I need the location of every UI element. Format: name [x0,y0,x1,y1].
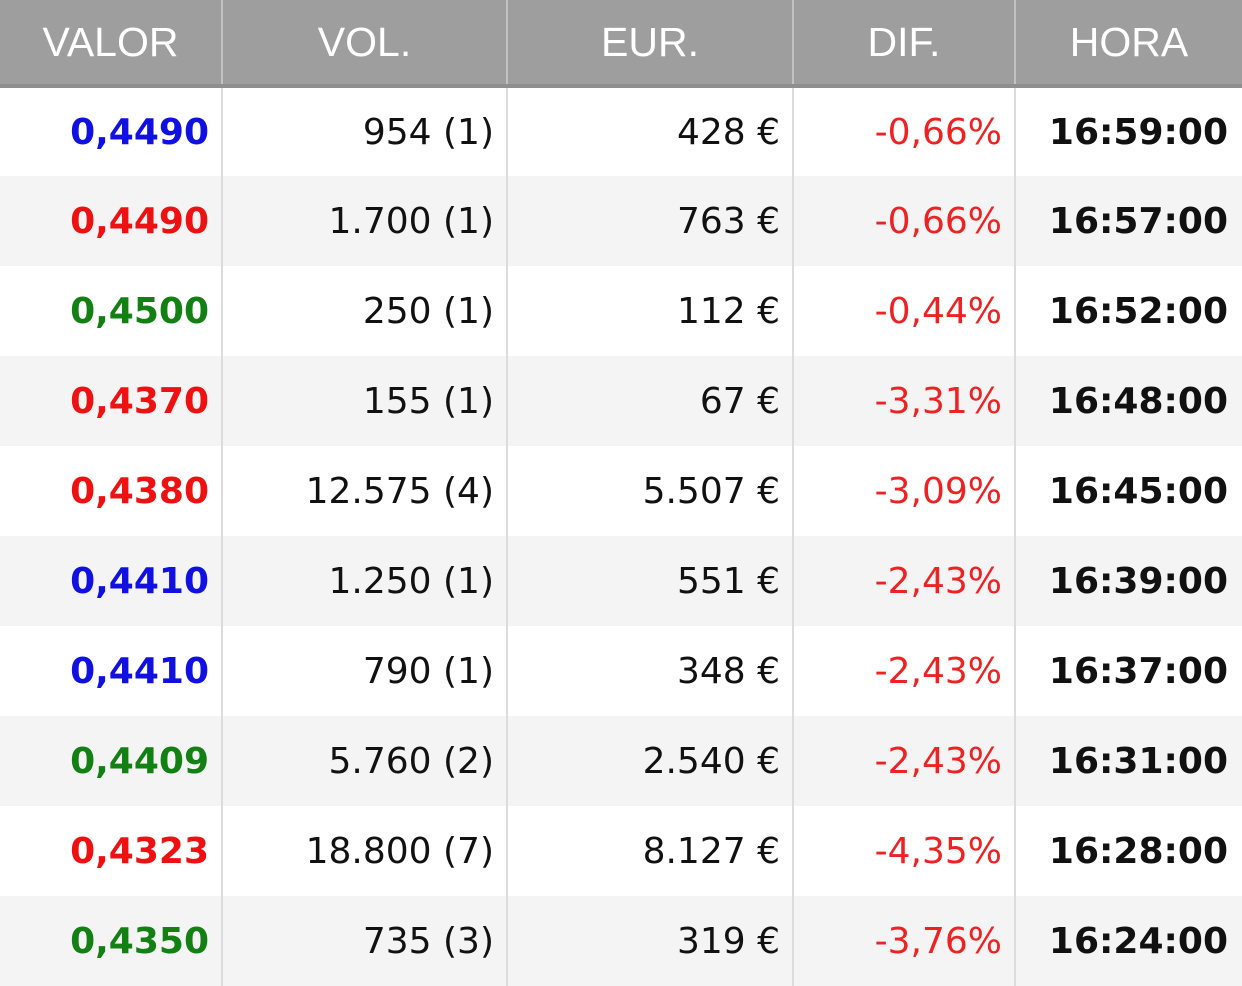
price-cell: 0,4409 [0,716,223,806]
price-cell: 0,4500 [0,266,223,356]
difference-cell: -3,09% [793,446,1016,536]
table-row[interactable]: 0,4490 1.700 (1) 763 € -0,66% 16:57:00 [0,176,1242,266]
amount-eur-cell: 8.127 € [507,806,794,896]
amount-eur-cell: 348 € [507,626,794,716]
table-header: VALOR VOL. EUR. DIF. HORA [0,0,1242,88]
difference-cell: -2,43% [793,626,1016,716]
column-header-hora[interactable]: HORA [1015,0,1242,88]
table-row[interactable]: 0,4410 790 (1) 348 € -2,43% 16:37:00 [0,626,1242,716]
volume-cell: 5.760 (2) [222,716,508,806]
amount-eur-cell: 2.540 € [507,716,794,806]
volume-cell: 12.575 (4) [222,446,508,536]
volume-cell: 954 (1) [222,86,508,176]
amount-eur-cell: 319 € [507,896,794,986]
difference-cell: -0,66% [793,176,1016,266]
price-cell: 0,4410 [0,626,223,716]
price-cell: 0,4323 [0,806,223,896]
table-row[interactable]: 0,4323 18.800 (7) 8.127 € -4,35% 16:28:00 [0,806,1242,896]
volume-cell: 1.700 (1) [222,176,508,266]
table-body: 0,4490 954 (1) 428 € -0,66% 16:59:00 0,4490 1.… [0,86,1242,986]
amount-eur-cell: 112 € [507,266,794,356]
time-cell: 16:37:00 [1048,650,1228,692]
amount-eur-cell: 67 € [507,356,794,446]
time-cell: 16:24:00 [1048,920,1228,962]
time-cell: 16:57:00 [1048,200,1228,242]
difference-cell: -2,43% [793,536,1016,626]
time-cell: 16:28:00 [1048,830,1228,872]
table-row[interactable]: 0,4350 735 (3) 319 € -3,76% 16:24:00 [0,896,1242,986]
column-header-dif[interactable]: DIF. [793,0,1016,88]
volume-cell: 735 (3) [222,896,508,986]
volume-cell: 790 (1) [222,626,508,716]
time-cell: 16:59:00 [1048,111,1228,153]
table-row[interactable]: 0,4370 155 (1) 67 € -3,31% 16:48:00 [0,356,1242,446]
column-header-vol[interactable]: VOL. [222,0,508,88]
amount-eur-cell: 763 € [507,176,794,266]
header-row: VALOR VOL. EUR. DIF. HORA [0,0,1242,88]
price-cell: 0,4370 [0,356,223,446]
volume-cell: 250 (1) [222,266,508,356]
difference-cell: -2,43% [793,716,1016,806]
price-cell: 0,4490 [0,176,223,266]
price-cell: 0,4350 [0,896,223,986]
difference-cell: -3,76% [793,896,1016,986]
price-cell: 0,4410 [0,536,223,626]
time-cell: 16:39:00 [1048,560,1228,602]
time-cell: 16:48:00 [1048,380,1228,422]
volume-cell: 18.800 (7) [222,806,508,896]
amount-eur-cell: 5.507 € [507,446,794,536]
difference-cell: -0,44% [793,266,1016,356]
time-cell: 16:31:00 [1048,740,1228,782]
volume-cell: 155 (1) [222,356,508,446]
table-row[interactable]: 0,4410 1.250 (1) 551 € -2,43% 16:39:00 [0,536,1242,626]
table-row[interactable]: 0,4380 12.575 (4) 5.507 € -3,09% 16:45:00 [0,446,1242,536]
table-row[interactable]: 0,4500 250 (1) 112 € -0,44% 16:52:00 [0,266,1242,356]
difference-cell: -3,31% [793,356,1016,446]
column-header-eur[interactable]: EUR. [507,0,794,88]
difference-cell: -4,35% [793,806,1016,896]
amount-eur-cell: 428 € [507,86,794,176]
price-cell: 0,4380 [0,446,223,536]
time-cell: 16:45:00 [1048,470,1228,512]
column-header-valor[interactable]: VALOR [0,0,223,88]
time-cell: 16:52:00 [1048,290,1228,332]
amount-eur-cell: 551 € [507,536,794,626]
volume-cell: 1.250 (1) [222,536,508,626]
table-row[interactable]: 0,4490 954 (1) 428 € -0,66% 16:59:00 [0,86,1242,176]
price-cell: 0,4490 [0,86,223,176]
table-row[interactable]: 0,4409 5.760 (2) 2.540 € -2,43% 16:31:00 [0,716,1242,806]
difference-cell: -0,66% [793,86,1016,176]
